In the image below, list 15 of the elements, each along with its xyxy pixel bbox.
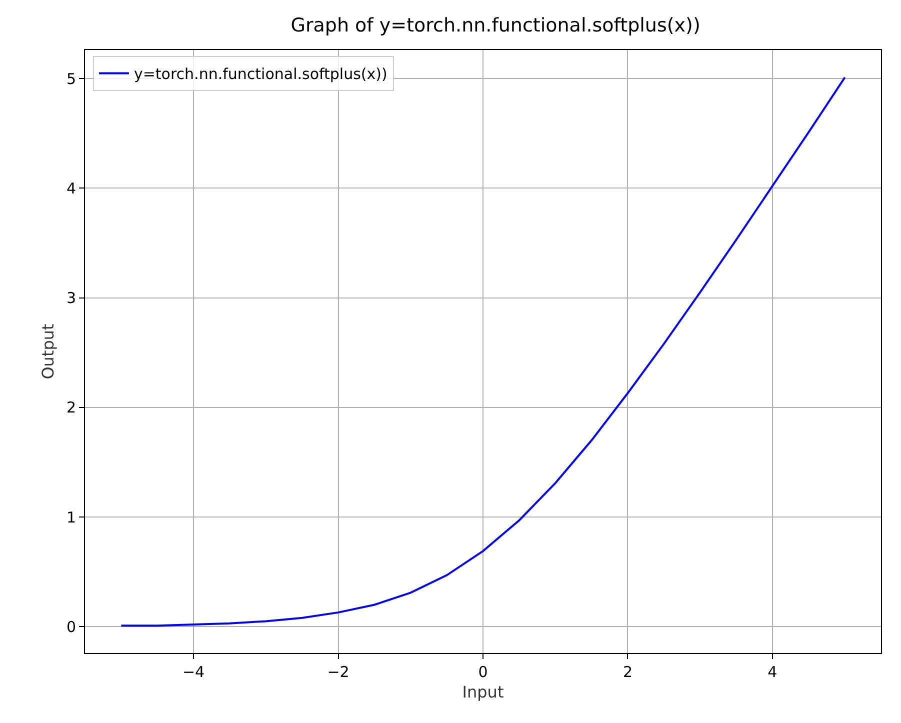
- y-tick-label: 2: [66, 398, 76, 417]
- x-tick-label: 2: [622, 663, 633, 681]
- y-tick-label: 4: [66, 179, 76, 198]
- x-tick-label: 4: [768, 663, 778, 681]
- x-tick-label: 0: [478, 663, 488, 681]
- y-tick-label: 1: [66, 508, 76, 526]
- legend-label: y=torch.nn.functional.softplus(x)): [134, 65, 388, 84]
- y-tick-label: 0: [66, 618, 76, 636]
- y-axis-title: Output: [38, 324, 58, 380]
- x-axis-title: Input: [462, 682, 504, 702]
- y-tick-label: 3: [66, 289, 76, 308]
- x-tick-label: −2: [327, 663, 350, 681]
- x-tick-label: −4: [182, 663, 205, 681]
- y-tick-label: 5: [66, 70, 76, 88]
- chart-title: Graph of y=torch.nn.functional.softplus(x)): [290, 14, 700, 36]
